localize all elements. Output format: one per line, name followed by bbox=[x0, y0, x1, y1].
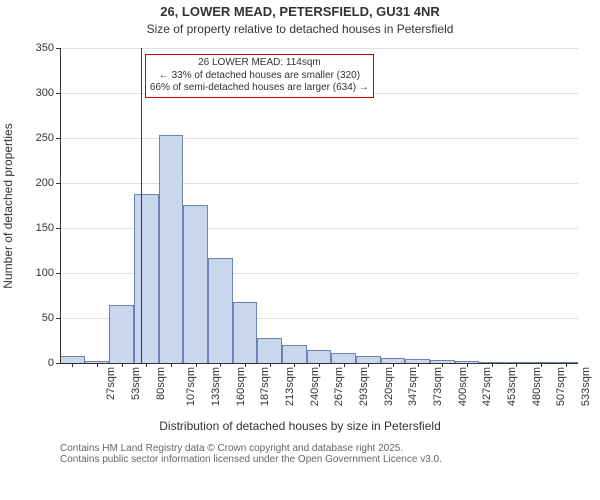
x-tick-label: 160sqm bbox=[235, 367, 247, 406]
title-line-2: Size of property relative to detached ho… bbox=[0, 22, 600, 36]
x-tick-label: 53sqm bbox=[130, 367, 142, 400]
x-tick-label: 107sqm bbox=[185, 367, 197, 406]
histogram-bar bbox=[109, 305, 134, 364]
figure: 26, LOWER MEAD, PETERSFIELD, GU31 4NR Si… bbox=[0, 0, 600, 500]
x-tick-label: 240sqm bbox=[309, 367, 321, 406]
x-tick-label: 373sqm bbox=[432, 367, 444, 406]
histogram-bar bbox=[159, 135, 184, 363]
marker-annotation: 26 LOWER MEAD: 114sqm ← 33% of detached … bbox=[145, 54, 374, 98]
x-tick-label: 453sqm bbox=[506, 367, 518, 406]
attribution-footer: Contains HM Land Registry data © Crown c… bbox=[60, 443, 578, 465]
histogram-bar bbox=[134, 194, 159, 363]
annotation-line-1: 26 LOWER MEAD: 114sqm bbox=[150, 57, 369, 70]
x-tick-label: 187sqm bbox=[259, 367, 271, 406]
x-tick-label: 320sqm bbox=[383, 367, 395, 406]
footer-line-2: Contains public sector information licen… bbox=[60, 454, 578, 465]
histogram-bar bbox=[331, 353, 356, 363]
x-tick-label: 427sqm bbox=[481, 367, 493, 406]
x-tick-label: 293sqm bbox=[358, 367, 370, 406]
x-tick-label: 507sqm bbox=[555, 367, 567, 406]
x-tick-label: 533sqm bbox=[580, 367, 592, 406]
annotation-line-2: ← 33% of detached houses are smaller (32… bbox=[150, 70, 369, 83]
histogram-bar bbox=[282, 345, 307, 363]
x-tick-label: 480sqm bbox=[531, 367, 543, 406]
x-tick-label: 347sqm bbox=[407, 367, 419, 406]
x-axis-label: Distribution of detached houses by size … bbox=[0, 419, 600, 433]
y-axis-label: Number of detached properties bbox=[1, 123, 15, 288]
histogram-bar bbox=[60, 356, 85, 363]
x-tick-label: 213sqm bbox=[284, 367, 296, 406]
histogram-bar bbox=[356, 356, 381, 363]
gridline bbox=[60, 183, 578, 184]
histogram-bar bbox=[307, 350, 332, 363]
annotation-line-3: 66% of semi-detached houses are larger (… bbox=[150, 82, 369, 95]
gridline bbox=[60, 138, 578, 139]
x-tick-label: 267sqm bbox=[333, 367, 345, 406]
x-axis bbox=[60, 363, 578, 364]
x-tick-label: 133sqm bbox=[210, 367, 222, 406]
property-marker-line bbox=[141, 48, 143, 363]
histogram-bar bbox=[183, 205, 208, 363]
x-tick-label: 400sqm bbox=[457, 367, 469, 406]
histogram-bar bbox=[257, 338, 282, 363]
histogram-bar bbox=[233, 302, 258, 363]
histogram-bar bbox=[208, 258, 233, 363]
y-axis bbox=[60, 48, 61, 363]
x-tick-label: 80sqm bbox=[155, 367, 167, 400]
title-line-1: 26, LOWER MEAD, PETERSFIELD, GU31 4NR bbox=[0, 4, 600, 19]
gridline bbox=[60, 48, 578, 49]
x-tick-label: 27sqm bbox=[105, 367, 117, 400]
footer-line-1: Contains HM Land Registry data © Crown c… bbox=[60, 443, 578, 454]
